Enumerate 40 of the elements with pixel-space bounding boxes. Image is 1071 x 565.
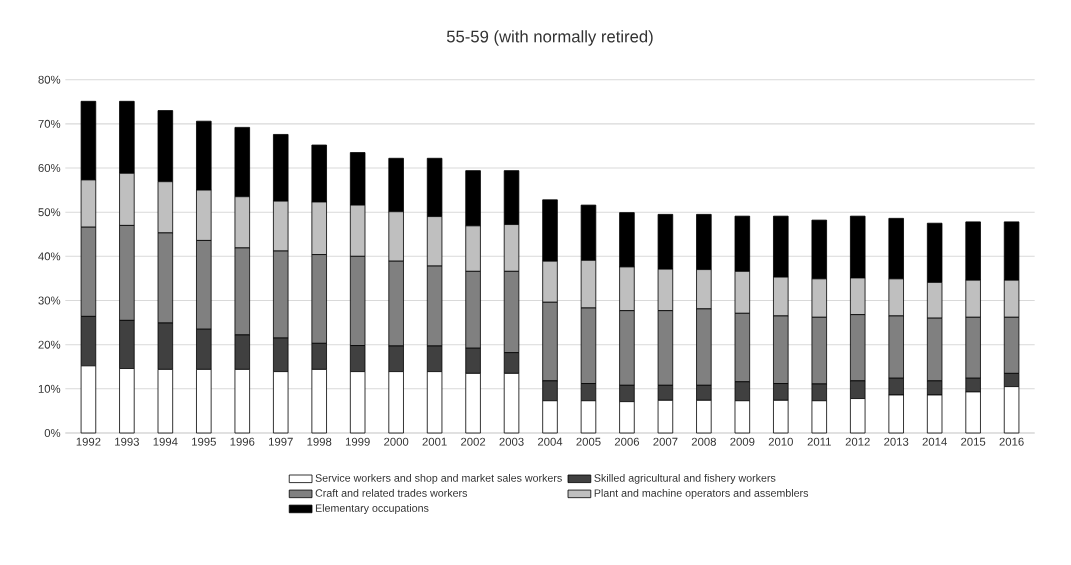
chart-title: 55-59 (with normally retired)	[446, 30, 653, 46]
x-tick-label: 2002	[461, 437, 486, 446]
x-tick-label: 2011	[807, 437, 831, 446]
x-tick-label: 2003	[499, 437, 524, 446]
legend-label: Plant and machine operators and assemblers	[594, 488, 809, 499]
y-tick-label: 10%	[38, 384, 61, 393]
y-tick-label: 70%	[38, 119, 61, 128]
x-tick-label: 1996	[230, 437, 255, 446]
x-tick-label: 1997	[269, 437, 293, 446]
x-tick-label: 1995	[192, 437, 216, 446]
legend-label: Service workers and shop and market sales workers	[315, 473, 562, 484]
x-tick-label: 1999	[345, 437, 370, 446]
x-tick-label: 2000	[384, 437, 409, 446]
y-tick-label: 30%	[38, 296, 61, 305]
legend-label: Craft and related trades workers	[315, 488, 468, 497]
x-tick-label: 2010	[768, 437, 793, 446]
y-tick-label: 50%	[38, 208, 61, 217]
y-tick-label: 0%	[44, 429, 61, 438]
legend-label: Elementary occupations	[315, 504, 429, 514]
x-tick-label: 2012	[845, 437, 870, 446]
x-tick-label: 2013	[884, 437, 909, 446]
x-tick-label: 2001	[422, 437, 447, 446]
x-tick-label: 2008	[691, 437, 716, 446]
x-tick-label: 2007	[653, 437, 678, 446]
x-tick-label: 2009	[730, 437, 755, 446]
x-tick-label: 2004	[537, 437, 563, 446]
y-tick-label: 80%	[38, 75, 61, 84]
x-tick-label: 2016	[999, 437, 1024, 446]
x-tick-label: 2014	[922, 437, 947, 446]
x-tick-label: 1993	[115, 437, 139, 446]
x-tick-label: 1994	[153, 437, 178, 446]
legend-label: Skilled agricultural and fishery workers	[594, 473, 776, 484]
x-tick-label: 1992	[76, 437, 101, 446]
y-tick-label: 20%	[38, 340, 61, 349]
x-tick-label: 1998	[307, 437, 332, 446]
x-tick-label: 2006	[614, 437, 640, 446]
x-tick-label: 2005	[576, 437, 601, 446]
x-tick-label: 2015	[961, 437, 986, 446]
y-tick-label: 60%	[38, 164, 61, 173]
y-tick-label: 40%	[38, 252, 61, 261]
